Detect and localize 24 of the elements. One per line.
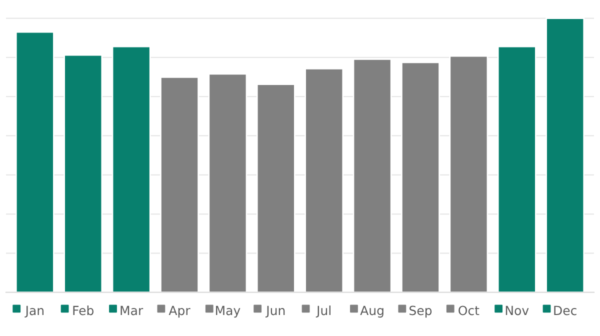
x-tick-label: Aug bbox=[360, 306, 384, 318]
bar bbox=[304, 68, 344, 292]
bar bbox=[160, 76, 199, 292]
x-tick-label: Mar bbox=[120, 306, 144, 316]
x-tick-label: Nov bbox=[506, 306, 529, 316]
bar bbox=[208, 73, 248, 292]
x-tick-label: Dec bbox=[554, 306, 576, 316]
bar bbox=[64, 54, 103, 292]
x-tick-label: Jul bbox=[316, 306, 330, 318]
bar bbox=[112, 46, 151, 292]
bar bbox=[449, 55, 488, 292]
x-tick-label: Jan bbox=[24, 306, 44, 318]
bar bbox=[15, 31, 54, 292]
bar bbox=[256, 84, 296, 292]
x-tick-label: Sep bbox=[410, 306, 432, 318]
bar bbox=[546, 18, 585, 292]
x-tick-label: Oct bbox=[458, 306, 480, 316]
x-tick-label: Feb bbox=[73, 306, 94, 316]
x-tick-label: Jun bbox=[265, 306, 285, 318]
x-tick-label: May bbox=[216, 306, 240, 318]
x-tick-label: Apr bbox=[168, 306, 190, 318]
bar bbox=[497, 46, 536, 292]
bar bbox=[401, 62, 440, 292]
bar bbox=[352, 58, 392, 292]
